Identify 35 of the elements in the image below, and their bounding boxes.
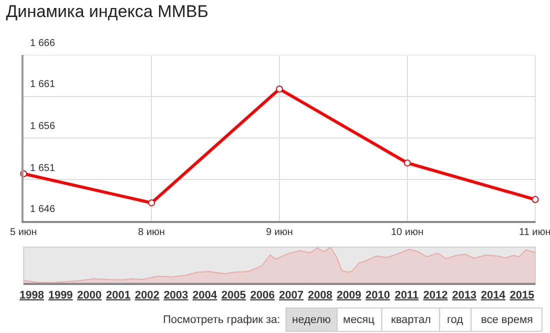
x-tick-label: 11 июн bbox=[519, 227, 550, 238]
text: год bbox=[447, 314, 464, 326]
x-tick-label: 1999 bbox=[48, 289, 73, 302]
x-tick-label: 1998 bbox=[19, 289, 44, 302]
x-tick-label: 2006 bbox=[250, 289, 275, 302]
y-tick-label: 1 651 bbox=[30, 163, 56, 174]
x-tick-label: 8 июн bbox=[138, 227, 165, 238]
x-tick-label: 2007 bbox=[279, 289, 304, 302]
x-tick-label: 2014 bbox=[480, 289, 506, 302]
x-tick-label: 9 июн bbox=[266, 227, 293, 238]
x-tick-label: 2009 bbox=[336, 289, 362, 302]
x-tick-label: 2003 bbox=[164, 289, 188, 302]
y-tick-label: 1 656 bbox=[30, 121, 56, 132]
x-tick-label: 2008 bbox=[308, 289, 332, 302]
chart-title: Динамика индекса ММВБ bbox=[6, 2, 208, 21]
x-tick-label: 2004 bbox=[192, 289, 218, 302]
x-tick-label: 10 июн bbox=[391, 227, 424, 238]
x-tick-label: 2011 bbox=[394, 289, 419, 302]
text: неделю bbox=[292, 314, 331, 326]
y-tick-label: 1 646 bbox=[30, 204, 56, 215]
y-tick-label: 1 666 bbox=[30, 38, 56, 49]
text: все время bbox=[481, 314, 534, 326]
x-tick-label: 2000 bbox=[77, 289, 102, 302]
x-tick-label: 2012 bbox=[423, 289, 448, 302]
text: квартал bbox=[391, 314, 431, 326]
x-tick-label: 2002 bbox=[134, 289, 160, 302]
x-tick-label: 2015 bbox=[510, 289, 534, 302]
text: месяц bbox=[343, 314, 376, 326]
x-tick-label: 5 июн bbox=[10, 227, 37, 238]
x-tick-label: 2005 bbox=[221, 289, 246, 302]
x-tick-label: 2013 bbox=[452, 289, 477, 302]
text: Посмотреть график за: bbox=[163, 314, 280, 326]
y-tick-label: 1 661 bbox=[30, 79, 56, 90]
x-tick-label: 2001 bbox=[106, 289, 130, 302]
x-tick-label: 2010 bbox=[366, 289, 390, 302]
